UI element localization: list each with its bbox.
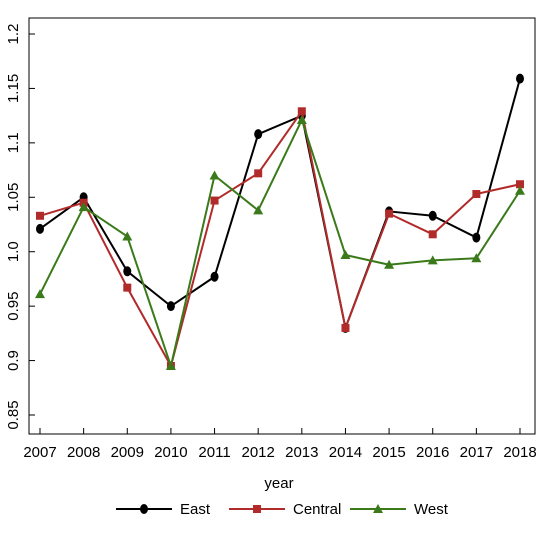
legend-marker-west: [373, 504, 383, 513]
data-point-central: [254, 169, 263, 178]
x-tick-label: 2013: [285, 444, 318, 461]
y-tick-label: 0.9: [5, 350, 22, 371]
legend-label-central: Central: [293, 501, 341, 518]
data-point-west: [122, 231, 133, 241]
data-point-west: [78, 202, 89, 212]
data-point-east: [254, 129, 263, 140]
data-point-east: [428, 210, 437, 221]
data-point-east: [166, 301, 175, 312]
x-tick-label: 2009: [111, 444, 144, 461]
x-tick-label: 2016: [416, 444, 449, 461]
data-point-east: [210, 271, 219, 282]
data-point-central: [297, 107, 306, 116]
x-tick-label: 2011: [198, 444, 230, 461]
series-line-east: [39, 78, 521, 329]
x-axis-title: year: [264, 475, 293, 492]
data-point-west: [296, 114, 307, 124]
data-point-central: [123, 283, 132, 292]
x-tick-label: 2014: [329, 444, 362, 461]
data-point-west: [515, 185, 525, 195]
y-tick-label: 1.0: [5, 241, 22, 262]
data-point-central: [516, 180, 524, 189]
data-point-west: [427, 255, 438, 265]
series-line-central: [39, 110, 521, 368]
series-west: [35, 114, 525, 371]
data-point-west: [340, 249, 351, 259]
data-point-east: [472, 232, 481, 243]
data-point-east: [123, 266, 132, 277]
x-axis: 2007 2008 2009 2010 2011 2012 2013 2014 2015 2016…: [23, 428, 537, 461]
legend-item-east: East: [116, 501, 211, 518]
data-point-west: [253, 205, 264, 215]
series-layer: [35, 73, 525, 371]
series-line-west: [39, 118, 521, 368]
y-tick-label: 1.1: [5, 132, 22, 153]
legend-marker-east: [140, 504, 148, 514]
data-point-west: [384, 259, 395, 269]
legend-label-west: West: [414, 501, 449, 518]
x-tick-label: 2015: [372, 444, 405, 461]
legend-label-east: East: [180, 501, 211, 518]
y-axis: 0.85 0.9 0.95 1.0 1.05 1.1 1.15 1.2: [5, 24, 35, 430]
legend-item-central: Central: [229, 501, 341, 518]
legend-item-west: West: [350, 501, 449, 518]
data-point-central: [472, 190, 481, 199]
data-point-central: [36, 211, 44, 220]
data-point-west: [209, 170, 220, 180]
x-tick-label: 2007: [23, 444, 56, 461]
plot-frame: [28, 17, 536, 435]
series-central: [36, 107, 524, 371]
x-tick-label: 2010: [154, 444, 187, 461]
data-point-central: [210, 196, 219, 205]
y-tick-label: 0.95: [5, 292, 22, 321]
series-east: [36, 73, 524, 333]
data-point-west: [35, 289, 45, 299]
y-tick-label: 1.15: [5, 74, 22, 103]
y-tick-label: 0.85: [5, 400, 22, 429]
x-tick-label: 2017: [460, 444, 493, 461]
data-point-west: [165, 361, 176, 371]
legend-marker-central: [253, 505, 261, 513]
data-point-central: [341, 323, 350, 332]
legend: East Central West: [116, 501, 449, 518]
x-tick-label: 2008: [67, 444, 100, 461]
x-tick-label: 2012: [241, 444, 274, 461]
data-point-central: [428, 230, 437, 239]
y-tick-label: 1.05: [5, 183, 22, 212]
data-point-east: [516, 73, 524, 84]
data-point-west: [471, 253, 482, 263]
data-point-central: [385, 209, 394, 218]
y-tick-label: 1.2: [5, 24, 22, 45]
data-point-east: [36, 223, 44, 234]
x-tick-label: 2018: [503, 444, 536, 461]
